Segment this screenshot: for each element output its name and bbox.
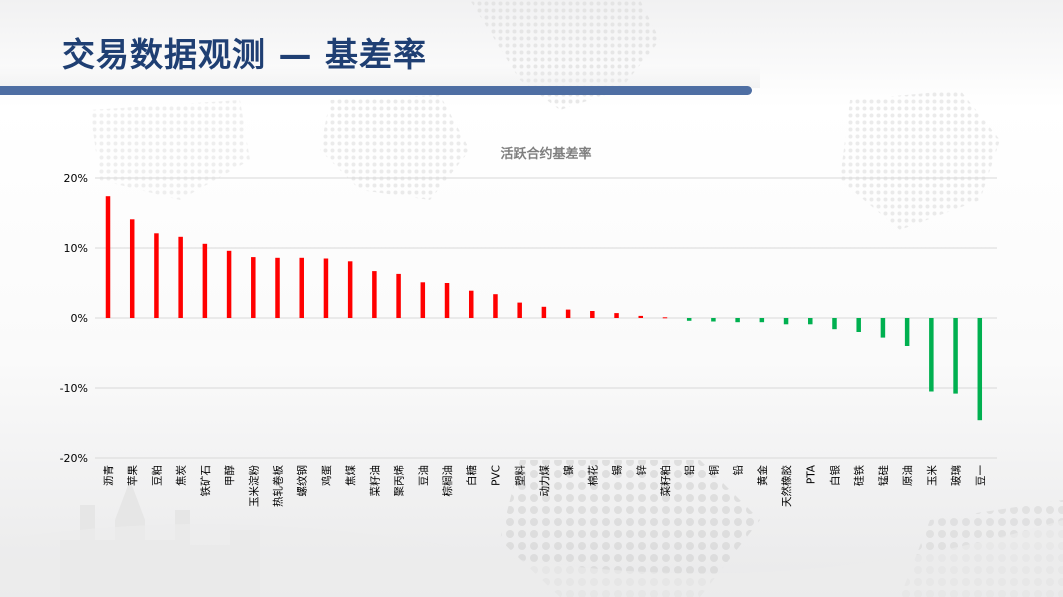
bar-12 bbox=[396, 273, 401, 318]
x-tick-label: 塑料 bbox=[514, 465, 527, 486]
x-tick-label: 锌 bbox=[635, 465, 648, 476]
x-tick-label: 锰硅 bbox=[877, 465, 890, 486]
bar-27 bbox=[759, 318, 765, 323]
bar-1 bbox=[129, 219, 135, 318]
x-tick-label: 甲醇 bbox=[223, 465, 236, 486]
bar-23 bbox=[662, 317, 668, 319]
x-tick-label: 动力煤 bbox=[538, 465, 551, 497]
bar-5 bbox=[226, 250, 232, 318]
bar-24 bbox=[686, 318, 692, 321]
bar-31 bbox=[856, 318, 861, 332]
bar-15 bbox=[468, 290, 474, 318]
y-tick-label: 10% bbox=[64, 242, 88, 255]
title-accent-bar bbox=[0, 86, 752, 95]
x-tick-label: 豆油 bbox=[417, 465, 430, 486]
x-tick-label: 菜籽油 bbox=[368, 465, 381, 497]
x-tick-label: 铝 bbox=[683, 465, 696, 476]
x-tick-label: 棉花 bbox=[586, 465, 599, 486]
y-tick-label: 0% bbox=[71, 312, 88, 325]
bar-3 bbox=[178, 236, 183, 318]
bar-4 bbox=[202, 243, 208, 318]
x-tick-label: 白糖 bbox=[465, 465, 478, 486]
bar-14 bbox=[444, 283, 450, 318]
slide-title: 交易数据观测 — 基差率 bbox=[62, 35, 427, 74]
bar-30 bbox=[832, 318, 837, 330]
x-tick-label: 玉米 bbox=[925, 465, 938, 486]
bar-21 bbox=[614, 313, 619, 318]
chart-title: 活跃合约基差率 bbox=[500, 146, 591, 162]
bar-20 bbox=[590, 311, 595, 318]
y-tick-label: -10% bbox=[60, 382, 88, 395]
x-tick-label: 苹果 bbox=[126, 465, 139, 486]
bar-11 bbox=[372, 271, 377, 318]
bar-19 bbox=[565, 309, 571, 318]
bar-16 bbox=[493, 294, 498, 318]
x-tick-label: 菜籽粕 bbox=[659, 465, 672, 497]
bar-22 bbox=[638, 315, 644, 318]
x-tick-label: PVC bbox=[490, 465, 502, 486]
x-tick-label: 原油 bbox=[901, 465, 914, 486]
x-tick-label: 聚丙烯 bbox=[393, 465, 406, 497]
bar-29 bbox=[808, 318, 813, 325]
bar-2 bbox=[154, 233, 159, 318]
x-tick-label: 玉米淀粉 bbox=[247, 465, 260, 507]
x-tick-label: 热轧卷板 bbox=[272, 465, 285, 507]
bar-18 bbox=[541, 306, 547, 318]
bar-17 bbox=[517, 302, 522, 318]
x-tick-label: 沥青 bbox=[102, 465, 115, 486]
x-tick-label: 焦煤 bbox=[344, 465, 357, 486]
x-tick-label: 镍 bbox=[562, 465, 575, 476]
x-tick-label: 焦炭 bbox=[175, 465, 188, 486]
x-tick-label: 铜 bbox=[708, 465, 720, 476]
x-tick-label: 棕榈油 bbox=[441, 465, 454, 497]
bar-25 bbox=[711, 318, 716, 322]
x-tick-label: 黄金 bbox=[756, 465, 769, 486]
y-tick-label: 20% bbox=[64, 172, 88, 185]
bar-10 bbox=[347, 261, 353, 318]
title-underlay bbox=[0, 66, 760, 88]
x-tick-label: 锡 bbox=[611, 465, 624, 476]
bar-6 bbox=[251, 257, 256, 318]
bar-33 bbox=[904, 318, 910, 346]
x-tick-label: 天然橡胶 bbox=[780, 465, 793, 507]
x-tick-label: PTA bbox=[805, 464, 817, 484]
bar-0 bbox=[105, 196, 111, 318]
bar-13 bbox=[420, 282, 426, 318]
bar-7 bbox=[275, 257, 280, 318]
bar-8 bbox=[299, 257, 304, 318]
x-tick-label: 铅 bbox=[732, 465, 745, 476]
bar-32 bbox=[880, 318, 886, 338]
x-tick-label: 豆一 bbox=[975, 465, 987, 486]
x-tick-label: 豆粕 bbox=[150, 465, 163, 486]
bar-36 bbox=[977, 318, 983, 421]
bar-28 bbox=[783, 318, 789, 325]
bar-34 bbox=[929, 318, 934, 392]
x-tick-label: 铁矿石 bbox=[199, 465, 212, 497]
x-tick-label: 螺纹钢 bbox=[296, 465, 309, 497]
x-tick-label: 白银 bbox=[828, 465, 841, 486]
x-tick-label: 硅铁 bbox=[853, 465, 866, 486]
bar-9 bbox=[323, 258, 329, 318]
y-tick-label: -20% bbox=[60, 452, 88, 465]
x-tick-label: 鸡蛋 bbox=[320, 465, 333, 486]
bar-35 bbox=[953, 318, 958, 394]
x-tick-label: 玻璃 bbox=[950, 465, 963, 486]
bar-26 bbox=[735, 318, 740, 323]
